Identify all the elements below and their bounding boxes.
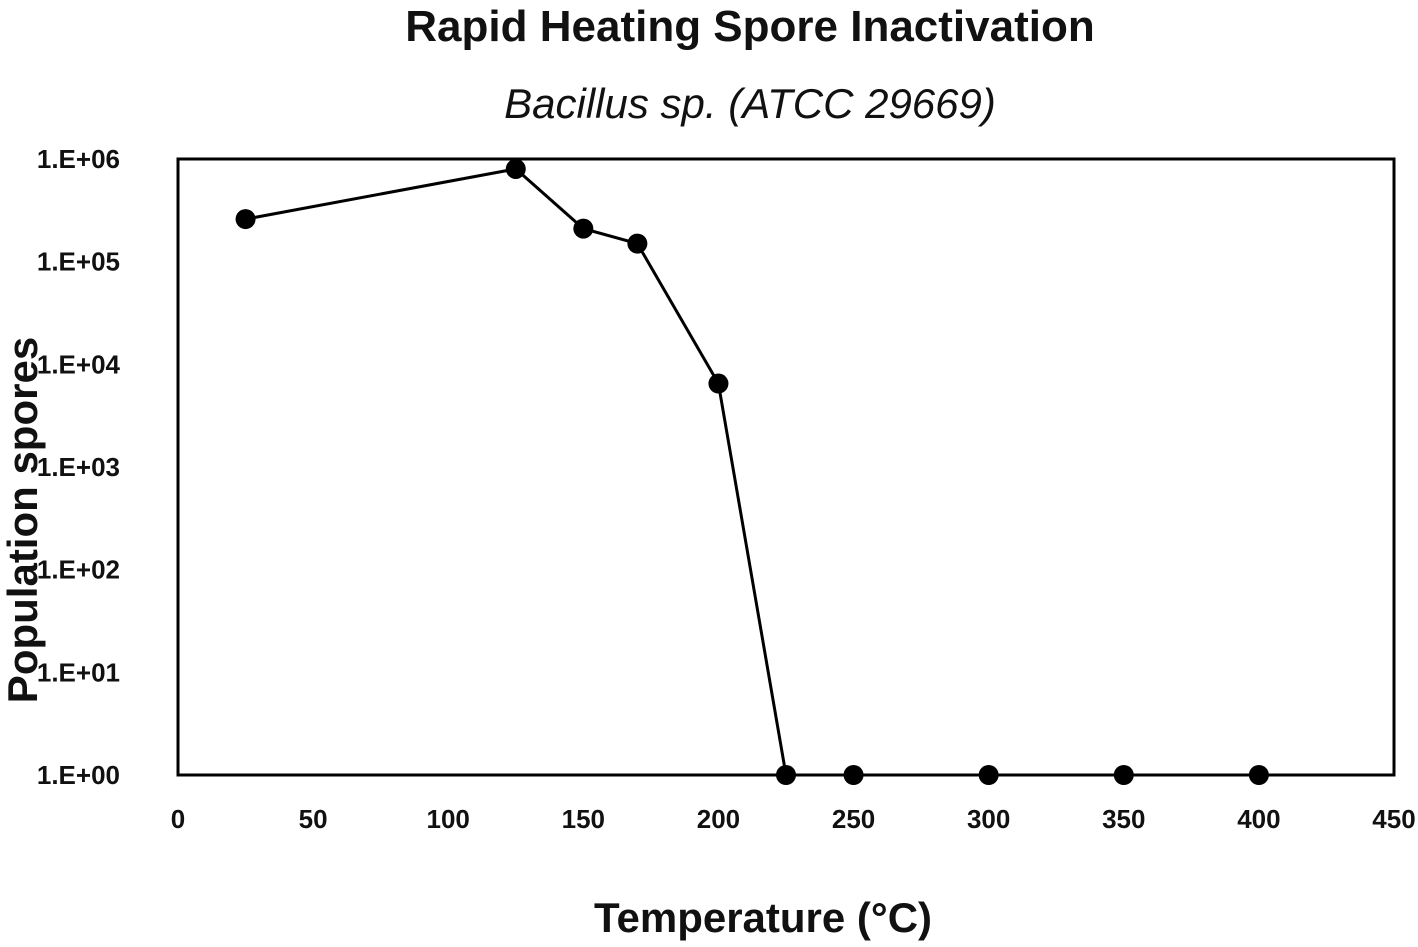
data-point: [843, 765, 864, 785]
y-axis-ticks: 1.E+00 1.E+01 1.E+02 1.E+03 1.E+04 1.E+05 1.E+…: [37, 144, 121, 790]
data-point: [627, 233, 648, 254]
series-markers: [235, 158, 1269, 785]
y-tick-label: 1.E+04: [37, 349, 121, 379]
x-tick-label: 200: [697, 804, 740, 834]
y-tick-label: 1.E+03: [37, 452, 120, 482]
x-tick-label: 0: [171, 804, 185, 834]
x-tick-label: 50: [299, 804, 328, 834]
data-point: [235, 209, 256, 230]
x-axis-ticks: 0 50 100 150 200 250 300 350 400 450: [171, 804, 1416, 834]
x-axis-label: Temperature (°C): [594, 894, 932, 941]
data-point: [708, 373, 729, 394]
x-tick-label: 350: [1102, 804, 1145, 834]
data-point: [1248, 765, 1269, 785]
chart-title: Rapid Heating Spore Inactivation: [405, 2, 1095, 51]
y-tick-label: 1.E+06: [37, 144, 120, 174]
y-tick-label: 1.E+05: [37, 247, 120, 277]
data-point: [776, 765, 796, 785]
x-tick-label: 150: [562, 804, 605, 834]
plot-frame: [176, 157, 1396, 777]
data-point: [1113, 765, 1134, 785]
x-tick-label: 250: [832, 804, 875, 834]
y-tick-label: 1.E+00: [37, 760, 120, 790]
chart-subtitle: Bacillus sp. (ATCC 29669): [504, 80, 996, 127]
x-tick-label: 100: [427, 804, 470, 834]
data-point: [978, 765, 999, 785]
y-tick-label: 1.E+01: [37, 657, 120, 687]
x-tick-label: 450: [1372, 804, 1415, 834]
x-tick-label: 300: [967, 804, 1010, 834]
series-line: [245, 167, 1259, 777]
y-axis-label: Population spores: [0, 337, 46, 703]
data-point: [573, 218, 594, 239]
y-tick-label: 1.E+02: [37, 555, 120, 585]
data-point: [505, 158, 526, 179]
x-tick-label: 400: [1237, 804, 1280, 834]
